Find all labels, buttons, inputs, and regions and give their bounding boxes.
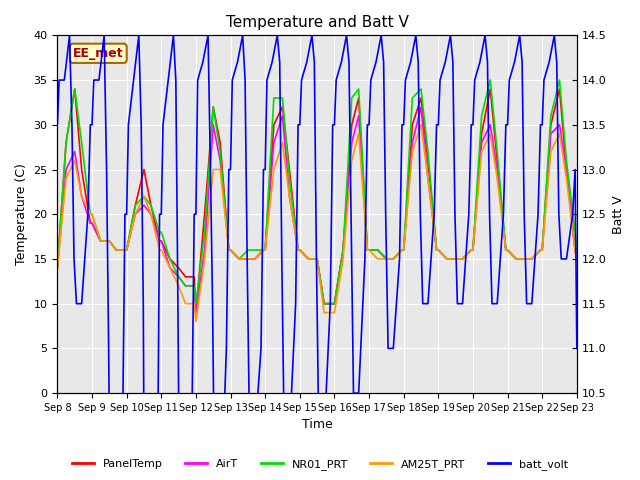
Title: Temperature and Batt V: Temperature and Batt V [226,15,408,30]
Legend: PanelTemp, AirT, NR01_PRT, AM25T_PRT, batt_volt: PanelTemp, AirT, NR01_PRT, AM25T_PRT, ba… [68,455,572,474]
X-axis label: Time: Time [301,419,333,432]
Y-axis label: Temperature (C): Temperature (C) [15,163,28,265]
Y-axis label: Batt V: Batt V [612,195,625,234]
Text: EE_met: EE_met [73,47,124,60]
